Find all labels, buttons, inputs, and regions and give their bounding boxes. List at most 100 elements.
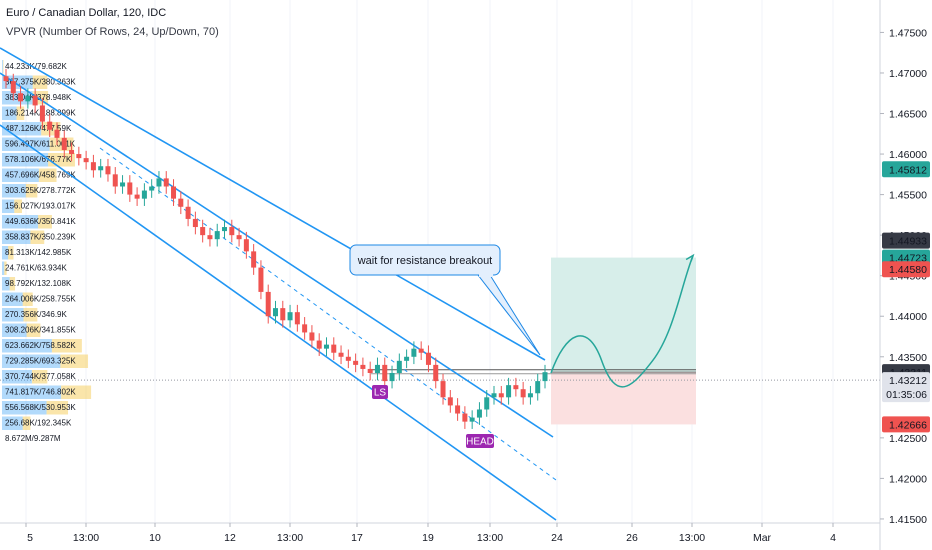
vp-label: 457.696K/458.769K xyxy=(5,171,76,180)
loss-zone[interactable] xyxy=(551,372,696,425)
projection-arrowhead xyxy=(685,253,695,262)
channel-upper[interactable] xyxy=(0,47,546,361)
pattern-label-head[interactable]: HEAD xyxy=(466,434,494,448)
price-label: 1.45812 xyxy=(882,161,930,178)
vp-down-bar xyxy=(22,416,31,430)
volume-profile-row: 729.285K/693.325K xyxy=(2,354,89,368)
vp-up-bar xyxy=(2,354,61,368)
vp-down-bar xyxy=(4,261,7,275)
vp-up-bar xyxy=(2,91,33,105)
candle-body xyxy=(527,393,533,398)
volume-profile-row: 741.817K/746.802K xyxy=(2,385,92,399)
candle xyxy=(120,175,126,194)
candle xyxy=(462,406,468,429)
candle-body xyxy=(367,368,373,373)
vp-label: 308.206K/341.855K xyxy=(5,326,76,335)
indicator-legend[interactable]: VPVR (Number Of Rows, 24, Up/Down, 70) xyxy=(6,26,219,38)
time-tick-label: 17 xyxy=(351,532,363,544)
candle xyxy=(382,357,388,389)
symbol-title: Euro / Canadian Dollar, 120, IDC xyxy=(6,7,167,19)
price-label: 01:35:06 xyxy=(882,386,930,403)
descending-channel[interactable] xyxy=(0,47,557,521)
candle xyxy=(273,300,278,324)
candle-body xyxy=(425,352,431,365)
vp-up-bar xyxy=(2,60,3,74)
volume-profile-row: 370.744K/377.058K xyxy=(2,370,76,384)
candle xyxy=(353,353,359,373)
channel-upper-2[interactable] xyxy=(0,72,554,438)
candle-body xyxy=(265,291,271,317)
candle xyxy=(178,191,184,215)
time-tick-label: 4 xyxy=(830,532,836,544)
candle xyxy=(243,231,249,259)
vp-up-bar xyxy=(2,153,49,167)
candle-body xyxy=(54,129,60,138)
vp-label: 303.625K/278.772K xyxy=(5,186,76,195)
price-label-bg xyxy=(882,161,930,178)
candle-body xyxy=(98,166,104,171)
candle xyxy=(69,142,75,162)
channel-lower[interactable] xyxy=(0,124,557,521)
candle-body xyxy=(163,178,169,187)
candle xyxy=(192,211,198,235)
time-tick-label: 10 xyxy=(149,532,161,544)
projection-path[interactable] xyxy=(550,255,694,388)
channel-midline[interactable] xyxy=(99,147,557,481)
vp-up-bar xyxy=(2,184,26,198)
candle xyxy=(90,154,96,178)
candle xyxy=(18,85,24,109)
vp-label: 623.662K/758.582K xyxy=(5,341,76,350)
candle-body xyxy=(120,182,126,187)
vp-down-bar xyxy=(49,137,74,151)
vp-up-bar xyxy=(2,261,5,275)
candle xyxy=(171,179,177,206)
vp-label: 256.68K/192.345K xyxy=(5,419,72,428)
time-tick-label: 13:00 xyxy=(73,532,99,544)
volume-profile-row: 98.792K/132.108K xyxy=(2,277,72,291)
candle-body xyxy=(462,413,468,422)
candle-body xyxy=(185,206,191,219)
candle-body xyxy=(418,348,424,353)
vp-down-bar xyxy=(26,323,41,337)
annotations[interactable]: wait for resistance breakout LS HEAD xyxy=(349,244,695,448)
candle-body xyxy=(207,235,213,240)
time-tick-label: 12 xyxy=(224,532,236,544)
vp-down-bar xyxy=(60,354,89,368)
volume-profile-row: 303.625K/278.772K xyxy=(2,184,76,198)
candle-body xyxy=(61,137,67,151)
candle-body xyxy=(345,356,351,361)
volume-profile-row: 24.761K/63.934K xyxy=(2,261,67,275)
price-label-text: 1.42666 xyxy=(889,419,927,431)
time-tick-label: 13:00 xyxy=(277,532,303,544)
pattern-label-ls[interactable]: LS xyxy=(372,385,388,399)
vp-down-bar xyxy=(30,230,45,244)
candle-body xyxy=(389,372,395,382)
price-tick-label: 1.47500 xyxy=(889,27,927,39)
candle-body xyxy=(10,81,16,94)
vp-up-bar xyxy=(2,370,32,384)
candle xyxy=(25,88,31,109)
vp-label: 8.672M/9.287M xyxy=(5,434,61,443)
callout-box[interactable]: wait for resistance breakout xyxy=(349,244,541,356)
candle-body xyxy=(134,194,140,199)
candle-body xyxy=(520,389,526,398)
price-label: 1.43212 xyxy=(882,372,930,389)
price-label-bg xyxy=(882,416,930,433)
candle xyxy=(491,385,497,405)
candle xyxy=(185,199,191,227)
callout-bubble[interactable] xyxy=(349,244,501,276)
volume-profile-row: 264.006K/258.755K xyxy=(2,292,76,306)
candle xyxy=(207,227,213,247)
vp-label: 156.027K/193.017K xyxy=(5,202,76,211)
vp-label: 370.744K/377.058K xyxy=(5,372,76,381)
vp-up-bar xyxy=(2,122,42,136)
vp-up-bar xyxy=(2,106,17,120)
candle xyxy=(484,390,490,417)
vp-down-bar xyxy=(23,308,38,322)
candle-body xyxy=(156,178,162,187)
candle-body xyxy=(287,312,293,321)
profit-zone[interactable] xyxy=(551,257,696,373)
candle xyxy=(287,304,293,328)
